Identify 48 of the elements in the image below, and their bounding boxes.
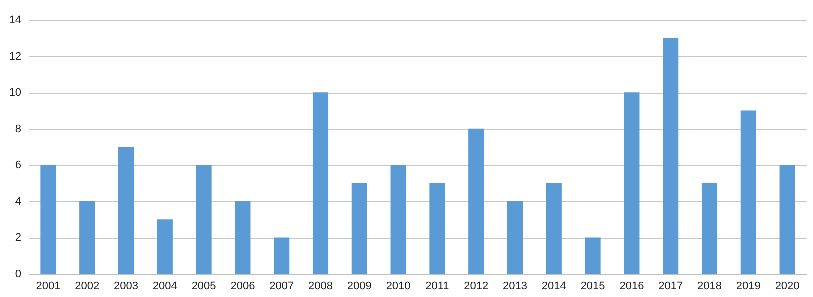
bar	[585, 238, 601, 274]
x-tick-label: 2019	[736, 280, 761, 292]
y-tick-label: 0	[15, 268, 22, 280]
bar	[702, 183, 718, 274]
x-tick-label: 2001	[36, 280, 61, 292]
bar	[157, 220, 173, 274]
x-tick-label: 2011	[426, 280, 450, 292]
x-tick-label: 2002	[75, 280, 100, 292]
bar	[40, 165, 56, 274]
bar	[430, 183, 446, 274]
y-tick-label: 8	[15, 123, 22, 136]
bar	[624, 92, 640, 274]
bar	[352, 183, 368, 274]
y-tick-label: 14	[9, 14, 22, 26]
x-tick-label: 2007	[270, 280, 294, 292]
y-tick-label: 2	[15, 232, 22, 244]
bar	[235, 201, 251, 274]
y-tick-label: 6	[15, 160, 22, 172]
x-tick-label: 2018	[698, 280, 722, 292]
x-tick-label: 2008	[308, 280, 333, 292]
bar	[118, 147, 134, 274]
x-tick-label: 2003	[114, 280, 138, 292]
x-tick-label: 2020	[775, 280, 800, 292]
x-tick-label: 2014	[542, 280, 566, 292]
bar	[274, 238, 290, 274]
x-tick-label: 2016	[620, 280, 644, 292]
x-tick-label: 2006	[230, 280, 256, 292]
bar	[196, 165, 212, 274]
x-tick-label: 2017	[658, 280, 684, 292]
x-tick-label: 2005	[192, 280, 216, 292]
x-tick-label: 2015	[580, 280, 606, 292]
bar	[80, 201, 96, 274]
bar	[780, 165, 796, 274]
bar	[507, 201, 524, 274]
x-tick-label: 2012	[464, 280, 489, 292]
y-tick-label: 4	[15, 196, 22, 208]
x-tick-label: 2009	[347, 280, 372, 292]
bar	[468, 128, 484, 274]
bar	[312, 92, 329, 274]
bar	[390, 165, 406, 274]
bar	[663, 38, 679, 274]
x-tick-label: 2004	[152, 280, 178, 292]
y-tick-label: 10	[9, 87, 22, 100]
x-tick-label: 2010	[386, 280, 411, 292]
x-tick-label: 2013	[503, 280, 528, 292]
y-tick-label: 12	[9, 50, 22, 63]
bar	[740, 110, 756, 274]
bar	[546, 183, 562, 274]
